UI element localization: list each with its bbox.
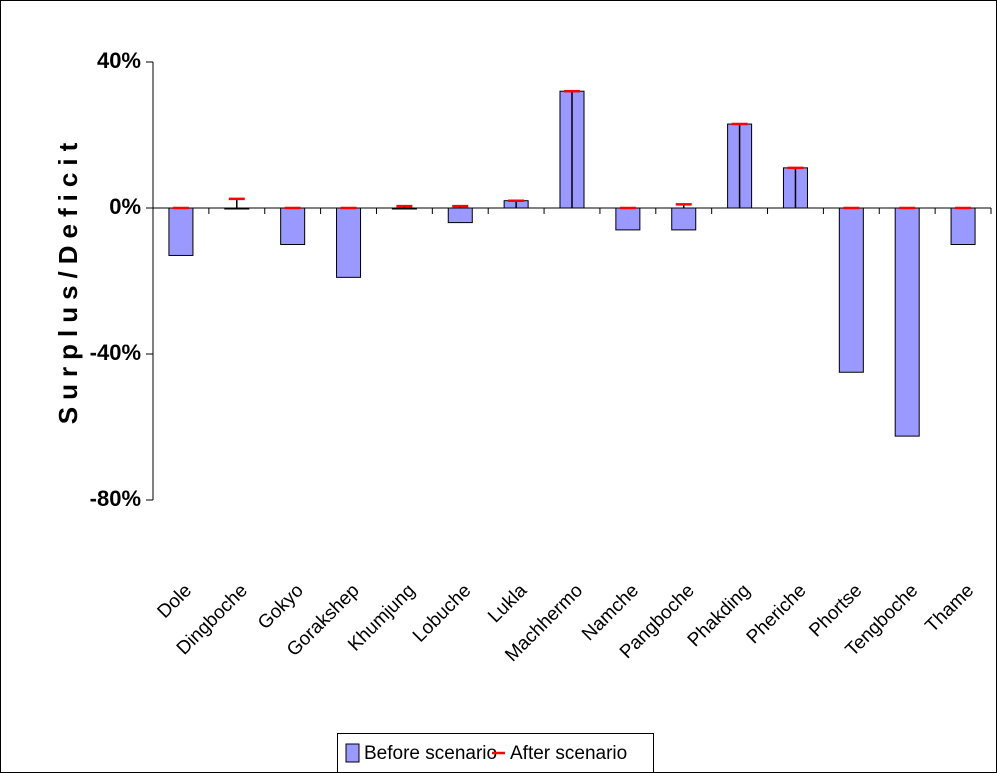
y-tick-label: -40% bbox=[90, 340, 141, 365]
bar bbox=[838, 207, 864, 373]
bar bbox=[391, 207, 417, 210]
bar bbox=[615, 207, 641, 231]
bar bbox=[336, 207, 362, 278]
y-axis-label: Surplus/Deficit bbox=[53, 136, 83, 424]
bar bbox=[280, 207, 306, 245]
bar bbox=[224, 207, 250, 210]
bar bbox=[671, 207, 697, 231]
bar bbox=[950, 207, 976, 245]
y-tick-label: 40% bbox=[97, 48, 141, 73]
bar bbox=[168, 207, 194, 256]
legend-label: After scenario bbox=[510, 743, 627, 764]
y-tick-label: 0% bbox=[109, 194, 141, 219]
bar bbox=[894, 207, 920, 437]
bar bbox=[447, 207, 473, 224]
y-tick-label: -80% bbox=[90, 486, 141, 511]
legend-swatch bbox=[345, 743, 360, 763]
legend-label: Before scenario bbox=[364, 743, 497, 764]
